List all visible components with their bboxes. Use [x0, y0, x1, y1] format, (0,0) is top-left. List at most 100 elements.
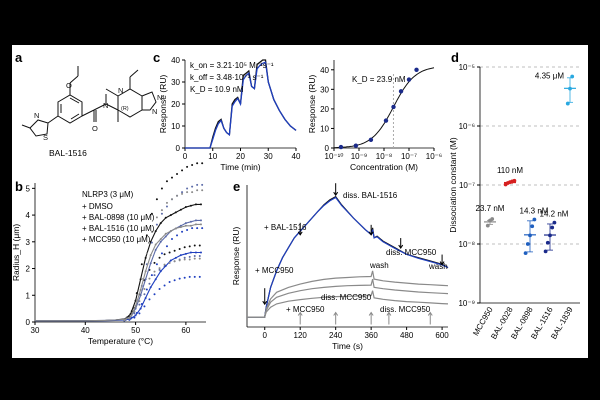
data-point — [199, 251, 202, 254]
data-point — [184, 222, 187, 225]
panel-b-thermal-shift-chart: 30 40 50 60 0 1 2 3 4 5 Temperature (°C) Radius_H (… — [11, 162, 206, 346]
data-point — [181, 169, 184, 172]
data-point — [155, 216, 158, 219]
annotation-wash-2: wash — [428, 262, 448, 271]
data-point — [143, 287, 146, 290]
data-point — [148, 298, 151, 301]
kd-fit-annotation: K_D = 23.9 nM — [352, 75, 406, 84]
x-tick-label: 30 — [31, 326, 40, 335]
data-point — [191, 185, 194, 188]
data-point — [176, 234, 179, 237]
data-point — [128, 317, 131, 320]
x-tick-label: 20 — [236, 152, 245, 161]
series-line — [247, 290, 449, 318]
data-point — [159, 222, 162, 225]
data-point — [143, 305, 146, 308]
data-point — [164, 235, 167, 238]
data-point — [196, 162, 199, 165]
data-point — [186, 187, 189, 190]
panel-label-a: a — [15, 50, 23, 65]
series-line — [247, 270, 449, 318]
event-arrowhead-gray — [297, 311, 303, 316]
data-point — [198, 244, 201, 247]
data-point — [532, 217, 537, 222]
data-point — [181, 192, 184, 195]
data-point — [173, 260, 176, 263]
x-tick-label: 600 — [435, 331, 449, 340]
data-point — [160, 187, 163, 190]
data-point — [144, 296, 147, 299]
data-point — [183, 246, 186, 249]
y-tick-label: 10⁻⁵ — [459, 63, 475, 72]
event-arrowhead-gray — [386, 311, 392, 316]
x-tick-label: 120 — [294, 331, 308, 340]
x-axis-label: Time (min) — [220, 162, 260, 172]
x-axis-label: Concentration (M) — [350, 162, 418, 172]
data-point — [414, 67, 419, 72]
panel-e-annotations: diss. BAL-1516 + BAL-1516 wash diss. MCC… — [255, 191, 448, 314]
data-point — [143, 293, 146, 296]
data-point — [154, 230, 157, 233]
data-point — [353, 143, 359, 148]
data-point — [198, 275, 201, 278]
data-point — [140, 277, 143, 280]
data-point — [158, 268, 161, 271]
data-point — [181, 191, 184, 194]
x-tick-label: 0 — [263, 331, 268, 340]
x-tick-label: 10⁻⁷ — [401, 152, 417, 161]
structure-atom-labels: S N O O N N (R) N N — [34, 81, 162, 142]
annotation-add-mcc950-1: + MCC950 — [255, 266, 294, 275]
data-point — [199, 219, 202, 222]
data-point — [138, 312, 141, 315]
data-point — [186, 228, 189, 231]
annotation-diss-mcc950-3: diss. MCC950 — [380, 305, 431, 314]
data-point — [543, 249, 548, 254]
y-tick-label: 10 — [171, 122, 180, 131]
x-tick-label: 50 — [131, 326, 140, 335]
y-tick-label: 30 — [171, 78, 180, 87]
x-tick-label: 0 — [183, 152, 188, 161]
y-tick-label: 30 — [320, 85, 329, 94]
event-arrowhead — [439, 261, 445, 266]
data-point — [181, 230, 184, 233]
data-point — [189, 220, 192, 223]
data-point — [193, 244, 196, 247]
kon-annotation: k_on = 3.21·10⁵ M⁻¹s⁻¹ — [190, 61, 274, 70]
data-point — [189, 224, 192, 227]
annotation-add-bal-1516: + BAL-1516 — [264, 223, 307, 232]
data-point — [176, 173, 179, 176]
data-point — [164, 232, 167, 235]
data-point — [165, 180, 168, 183]
data-point — [148, 282, 151, 285]
data-point — [550, 225, 555, 230]
atom-label-n-pyridine: N — [118, 86, 123, 95]
atom-label-nh: N — [152, 107, 157, 116]
data-point — [133, 316, 136, 319]
y-axis-label: Response (RU) — [231, 227, 241, 286]
atom-label-n-thiazole: N — [34, 111, 39, 120]
data-point — [154, 278, 157, 281]
data-point — [153, 274, 156, 277]
atom-label-s: S — [43, 133, 48, 142]
y-tick-label: 3 — [26, 238, 31, 247]
y-tick-label: 4 — [26, 211, 31, 220]
panel-label-c: c — [153, 50, 160, 65]
data-point — [186, 191, 189, 194]
event-arrowhead-gray — [333, 311, 339, 316]
event-arrowhead-gray — [427, 311, 433, 316]
atom-label-o-amide: O — [92, 124, 98, 133]
data-point — [184, 206, 187, 209]
data-point — [170, 198, 173, 201]
panel-label-b: b — [15, 179, 23, 194]
data-point — [398, 89, 404, 94]
x-tick-label: 10⁻¹⁰ — [325, 152, 344, 161]
data-point — [170, 176, 173, 179]
data-point — [165, 205, 168, 208]
data-point — [530, 224, 535, 229]
data-point — [139, 288, 142, 291]
atom-label-r: (R) — [121, 106, 129, 112]
data-point — [406, 77, 412, 82]
data-point — [193, 254, 196, 257]
panel-e-competition-sensorgram-chart: 0 120 240 360 480 600 Time (s) Response (RU) — [231, 183, 449, 351]
legend-item-mcc950: + MCC950 (10 μM) — [82, 235, 151, 244]
